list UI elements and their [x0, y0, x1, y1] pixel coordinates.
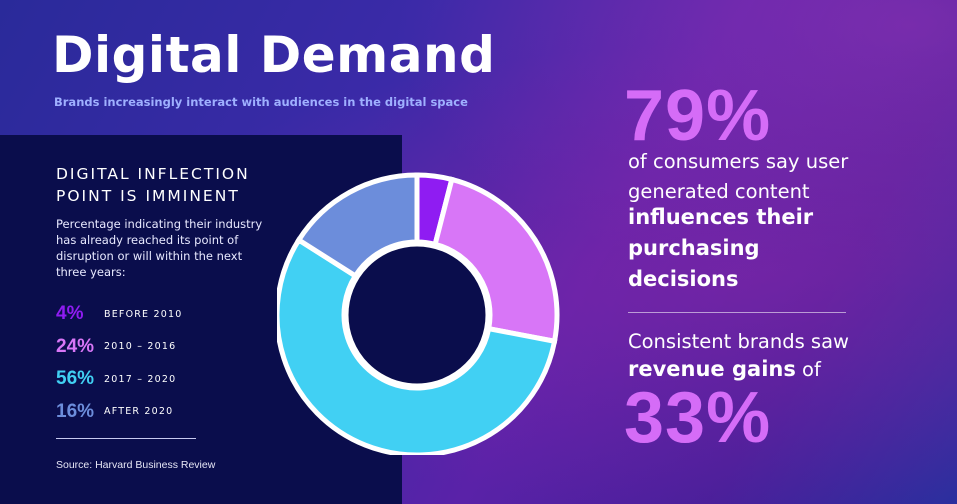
- legend-value: 4%: [56, 303, 84, 325]
- chart-heading: DIGITAL INFLECTION POINT IS IMMINENT: [56, 163, 296, 207]
- stat2-text-line: revenue gains of: [628, 357, 821, 381]
- donut-hole: [343, 241, 491, 389]
- stat1-bold-line: decisions: [628, 267, 739, 291]
- stats-divider: [628, 312, 846, 313]
- legend-item: 56% 2017 – 2020: [56, 363, 182, 396]
- legend-item: 16% AFTER 2020: [56, 396, 182, 429]
- legend-label: 2010 – 2016: [104, 341, 177, 353]
- legend-label: 2017 – 2020: [104, 373, 177, 385]
- page-title: Digital Demand: [52, 26, 496, 84]
- donut-chart: [277, 172, 560, 455]
- stat2-suffix: of: [795, 358, 821, 381]
- legend-value: 56%: [56, 368, 95, 390]
- stat2-text-line: Consistent brands saw: [628, 330, 849, 353]
- legend-item: 24% 2010 – 2016: [56, 331, 182, 364]
- chart-heading-line1: DIGITAL INFLECTION: [56, 165, 250, 183]
- stat-79-percent: 79%: [624, 76, 772, 156]
- legend-label: AFTER 2020: [104, 406, 174, 418]
- stat2-bold-text: revenue gains: [628, 357, 796, 381]
- stat1-bold-line: influences their: [628, 205, 814, 229]
- source-divider: [56, 438, 196, 439]
- chart-legend: 4% BEFORE 2010 24% 2010 – 2016 56% 2017 …: [56, 298, 182, 428]
- legend-label: BEFORE 2010: [104, 308, 183, 320]
- chart-heading-line2: POINT IS IMMINENT: [56, 187, 240, 205]
- stat1-text-line: generated content: [628, 180, 810, 203]
- legend-item: 4% BEFORE 2010: [56, 298, 182, 331]
- legend-value: 16%: [56, 400, 95, 422]
- legend-value: 24%: [56, 335, 95, 357]
- stat1-text-line: of consumers say user: [628, 150, 849, 173]
- page-subtitle: Brands increasingly interact with audien…: [54, 95, 468, 109]
- stat1-bold-line: purchasing: [628, 236, 760, 260]
- source-note: Source: Harvard Business Review: [56, 459, 216, 471]
- stat-33-percent: 33%: [624, 378, 772, 458]
- chart-description: Percentage indicating their industry has…: [56, 217, 263, 279]
